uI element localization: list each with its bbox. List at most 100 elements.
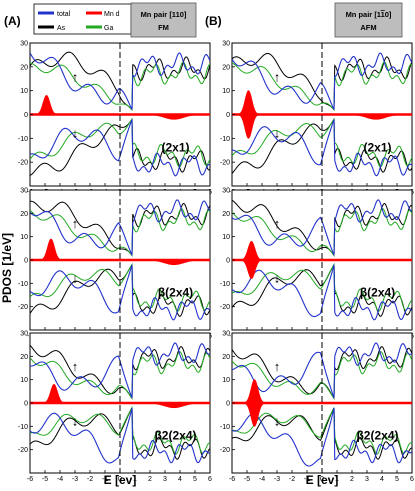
y-tick-label: -10 [18,424,28,431]
column-label-a: (A) [4,14,21,28]
x-tick-label: 5 [395,476,399,483]
y-tick-label: 20 [20,211,28,218]
spin-down-arrow: ↓ [72,413,79,428]
y-tick-label: 0 [24,401,28,408]
y-tick-label: 30 [20,41,28,48]
y-tick-label: -20 [220,447,230,454]
x-tick-label: -6 [229,476,235,483]
y-tick-label: 30 [222,188,230,195]
legend-label-total: total [57,11,71,18]
series-line-ga-up [232,61,412,112]
x-tick-label: 0 [320,476,324,483]
column-label-b: (B) [205,14,222,28]
x-tick-label: -2 [87,476,93,483]
spin-down-arrow: ↓ [72,125,79,140]
series-line-ga-down [232,262,412,312]
x-tick-label: -4 [259,476,265,483]
surface-label: β(2x4) [360,285,395,299]
y-tick-label: 0 [226,401,230,408]
y-tick-label: 0 [24,258,28,265]
y-tick-label: 0 [24,112,28,119]
y-tick-label: -20 [220,304,230,311]
x-tick-label: 1 [335,476,339,483]
series-line-total-up [30,199,210,256]
info-box-right-line1-start: Mn pair [1 [346,10,381,19]
spin-up-arrow: ↑ [274,70,281,85]
x-axis-title-right: E [ev] [306,473,339,487]
series-line-as-down [232,117,412,174]
spin-up-arrow: ↑ [274,216,281,231]
spin-up-arrow: ↑ [72,70,79,85]
surface-label: β(2x4) [158,285,193,299]
surface-label: β2(2x4) [356,428,398,442]
x-tick-label: -6 [27,476,33,483]
y-tick-label: 30 [20,331,28,338]
y-tick-label: -10 [18,281,28,288]
y-tick-label: 20 [222,354,230,361]
series-line-ga-up [30,351,210,400]
info-box-left-line2: FM [158,23,169,32]
y-tick-label: 30 [222,41,230,48]
info-box-left-line1: Mn pair [110] [141,10,187,19]
series-line-as-up [30,51,210,112]
info-box-right-line2: AFM [360,23,376,32]
panels: -20-100102030-6-5-4-3-2-10123456↑↓(2x1)-… [18,41,414,484]
surface-label: (2x1) [161,141,189,155]
series-line-as-down [30,262,210,317]
x-tick-label: 6 [410,476,414,483]
x-tick-label: -3 [72,476,78,483]
plot-area [232,52,412,177]
y-tick-label: 10 [222,88,230,95]
x-tick-label: -1 [102,476,108,483]
info-box-right-line1: Mn pair [110] [346,10,392,19]
x-tick-label: -5 [42,476,48,483]
series-line-total-down [232,119,412,177]
series-line-total-up [232,342,412,399]
spin-down-arrow: ↓ [274,413,281,428]
info-box-right-frame [334,2,403,38]
x-tick-label: 1 [133,476,137,483]
spin-up-arrow: ↑ [72,216,79,231]
x-tick-label: 6 [208,476,212,483]
y-tick-label: 20 [20,354,28,361]
info-box-right-line1-end: 0] [385,10,392,19]
legend-label-as: As [57,25,66,32]
x-tick-label: 4 [178,476,182,483]
x-tick-label: -4 [57,476,63,483]
x-tick-label: 0 [118,476,122,483]
x-tick-label: -3 [274,476,280,483]
x-tick-label: -1 [304,476,310,483]
series-line-total-down [30,264,210,321]
y-tick-label: 30 [222,331,230,338]
y-tick-label: 10 [20,377,28,384]
spin-down-arrow: ↓ [274,125,281,140]
x-tick-label: -2 [289,476,295,483]
y-tick-label: -10 [220,281,230,288]
x-tick-label: 3 [365,476,369,483]
spin-up-arrow: ↑ [72,359,79,374]
y-tick-label: -20 [18,160,28,167]
x-tick-label: 3 [163,476,167,483]
y-tick-label: -10 [18,136,28,143]
legend-frame [33,3,132,35]
x-tick-label: 2 [148,476,152,483]
x-tick-label: 4 [380,476,384,483]
x-tick-label: -5 [244,476,250,483]
surface-label: (2x1) [363,141,391,155]
y-tick-label: 10 [20,88,28,95]
y-tick-label: -20 [18,304,28,311]
spin-down-arrow: ↓ [274,270,281,285]
y-tick-label: -10 [220,136,230,143]
spin-up-arrow: ↑ [274,359,281,374]
surface-label: β2(2x4) [154,428,196,442]
legend: total Mn d As Ga [33,3,132,35]
y-tick-label: 30 [20,188,28,195]
x-tick-label: 2 [350,476,354,483]
